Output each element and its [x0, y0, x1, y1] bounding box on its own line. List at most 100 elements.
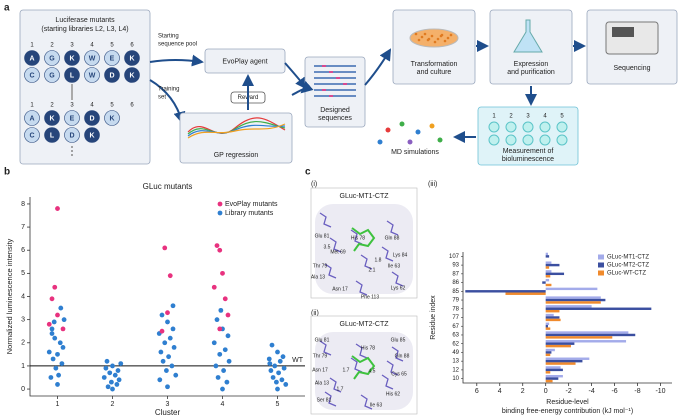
bar — [545, 275, 551, 278]
bar — [545, 353, 551, 357]
bar — [545, 333, 636, 337]
y-tick-label: 77 — [452, 315, 459, 321]
bar — [545, 278, 550, 282]
point — [61, 317, 67, 323]
residue-stick — [324, 263, 337, 279]
bar — [545, 301, 601, 304]
residue-bubble — [64, 110, 80, 126]
residue-stick — [391, 346, 404, 362]
y-tick-label: 78 — [452, 306, 459, 312]
residue-letter: L — [70, 72, 75, 79]
y-tick-label: 79 — [452, 298, 459, 304]
residue-stick — [319, 340, 332, 356]
colony — [449, 33, 453, 37]
point — [159, 312, 165, 318]
point — [167, 335, 173, 341]
point — [51, 319, 57, 325]
position-label: 2 — [50, 43, 54, 49]
x-axis-label: Residue-level — [546, 399, 589, 406]
y-tick-label: 85 — [452, 289, 459, 295]
well-label: 2 — [509, 114, 513, 120]
residue-bubble — [104, 67, 120, 83]
position-label: 4 — [90, 43, 94, 49]
x-tick-label: -2 — [566, 388, 572, 395]
residue-letter: D — [69, 132, 74, 139]
y-tick-label: 107 — [449, 254, 460, 260]
protein-surface — [315, 204, 413, 294]
point — [217, 247, 223, 253]
point — [217, 351, 223, 357]
residue-label: Gln 88 — [385, 235, 400, 241]
library-title: Luciferase mutants — [55, 17, 115, 24]
point — [222, 296, 228, 302]
bar — [545, 348, 555, 352]
molecule — [437, 137, 443, 143]
residue-label: His 78 — [351, 235, 365, 241]
y-tick-label: 5 — [21, 270, 25, 277]
point — [211, 340, 217, 346]
point — [160, 358, 166, 364]
point — [55, 206, 60, 211]
protein-surface — [315, 332, 413, 410]
x-axis-label: binding free-energy contribution (kJ mol… — [502, 408, 633, 415]
y-tick-label: 0 — [21, 386, 25, 393]
residue-stick — [360, 394, 373, 410]
residue-stick — [329, 377, 342, 393]
residue-label: Cys 65 — [391, 371, 407, 377]
point — [215, 375, 221, 380]
point — [213, 363, 219, 369]
residue-letter: D — [109, 72, 114, 79]
arrow — [291, 80, 314, 96]
point — [269, 342, 275, 348]
residue-letter: G — [49, 55, 55, 62]
residue-letter: W — [89, 72, 96, 79]
point — [107, 370, 113, 376]
point — [275, 349, 280, 355]
panel-label: b — [4, 167, 10, 178]
residue-label: Ser 81 — [317, 397, 332, 403]
chart-title: GLuc mutants — [143, 182, 193, 191]
point — [270, 375, 276, 380]
bar — [545, 307, 652, 310]
gp-curve — [187, 117, 286, 134]
x-tick-label: -6 — [611, 388, 617, 395]
residue-label: Gln 88 — [395, 353, 410, 359]
point — [162, 245, 168, 251]
point — [274, 379, 279, 385]
legend-label: EvoPlay mutants — [225, 201, 278, 208]
residue-stick — [350, 229, 363, 245]
residue-letter: K — [129, 72, 134, 79]
bar — [545, 340, 627, 343]
residue-stick — [386, 360, 399, 376]
point — [49, 296, 55, 302]
point — [280, 354, 286, 360]
colony — [414, 32, 418, 36]
point — [110, 363, 115, 369]
point — [164, 368, 169, 373]
bar — [545, 336, 613, 339]
x-tick-label: 4 — [498, 388, 502, 395]
bar — [545, 362, 576, 365]
bar — [545, 379, 553, 383]
y-tick-label: 7 — [21, 224, 25, 231]
residue-stick — [319, 212, 332, 228]
legend-marker — [598, 262, 604, 268]
colony — [436, 37, 440, 41]
residue-label: Asn 17 — [312, 367, 328, 373]
residue-label: Lys 62 — [391, 285, 406, 291]
bar — [545, 344, 571, 348]
residue-letter: C — [29, 132, 34, 139]
legend-marker — [598, 270, 604, 276]
point — [159, 328, 165, 334]
point — [283, 382, 289, 387]
residue-label: 3.5 — [324, 244, 331, 250]
point — [218, 307, 224, 313]
bar — [545, 318, 561, 322]
point — [52, 284, 58, 290]
residue-letter: K — [109, 115, 114, 122]
flask — [513, 19, 543, 53]
residue-stick — [360, 254, 373, 270]
residue-stick — [381, 246, 394, 262]
point — [171, 345, 177, 350]
measurement-label: bioluminescence — [502, 156, 554, 163]
